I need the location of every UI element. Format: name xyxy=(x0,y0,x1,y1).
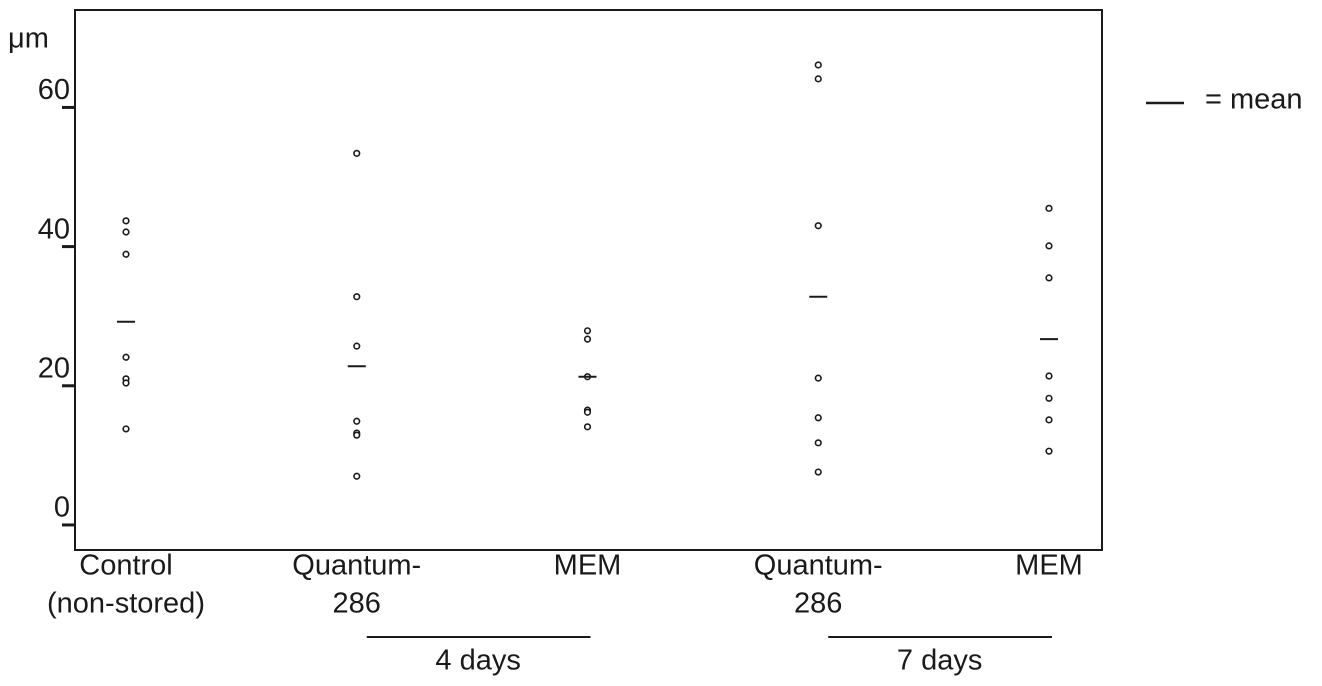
data-point xyxy=(814,222,822,230)
data-point xyxy=(353,417,361,425)
data-point xyxy=(353,431,361,439)
x-tick-label: 286 xyxy=(333,588,381,620)
data-point xyxy=(1045,447,1053,455)
y-tick-label: 0 xyxy=(54,492,70,524)
data-point xyxy=(814,374,822,382)
data-point xyxy=(122,379,130,387)
data-point xyxy=(814,75,822,83)
data-point xyxy=(1045,372,1053,380)
data-point xyxy=(814,61,822,69)
data-point xyxy=(583,327,592,335)
x-tick-label: MEM xyxy=(554,550,622,582)
x-tick-label: Control xyxy=(79,550,173,582)
data-point xyxy=(814,468,822,476)
x-tick-label: MEM xyxy=(1015,550,1083,582)
data-point xyxy=(122,250,130,258)
data-point xyxy=(353,149,361,157)
y-axis-label: μm xyxy=(8,23,49,55)
y-tick-label: 60 xyxy=(38,74,70,106)
y-tick-label: 40 xyxy=(38,213,70,245)
group-label: 7 days xyxy=(897,645,982,677)
data-point xyxy=(353,293,361,301)
x-tick-label: Quantum- xyxy=(754,550,883,582)
data-point xyxy=(1045,416,1053,424)
data-point xyxy=(1045,274,1053,282)
y-tick-label: 20 xyxy=(38,352,70,384)
data-point xyxy=(122,228,130,236)
x-tick-label: 286 xyxy=(794,588,842,620)
data-point xyxy=(122,425,130,433)
legend-label: = mean xyxy=(1205,84,1303,116)
data-point xyxy=(814,439,822,447)
data-point xyxy=(122,217,130,225)
data-point xyxy=(814,414,822,422)
data-point xyxy=(353,342,361,350)
data-point xyxy=(583,408,592,416)
data-point xyxy=(1045,394,1053,402)
data-point xyxy=(122,353,130,361)
x-tick-label: (non-stored) xyxy=(47,588,205,620)
group-label: 4 days xyxy=(435,645,520,677)
plot-frame xyxy=(74,9,1103,551)
data-point xyxy=(353,472,361,480)
x-tick-label: Quantum- xyxy=(292,550,421,582)
data-point xyxy=(1045,242,1053,250)
data-point xyxy=(583,423,592,431)
data-point xyxy=(583,335,592,343)
data-point xyxy=(1045,204,1053,212)
